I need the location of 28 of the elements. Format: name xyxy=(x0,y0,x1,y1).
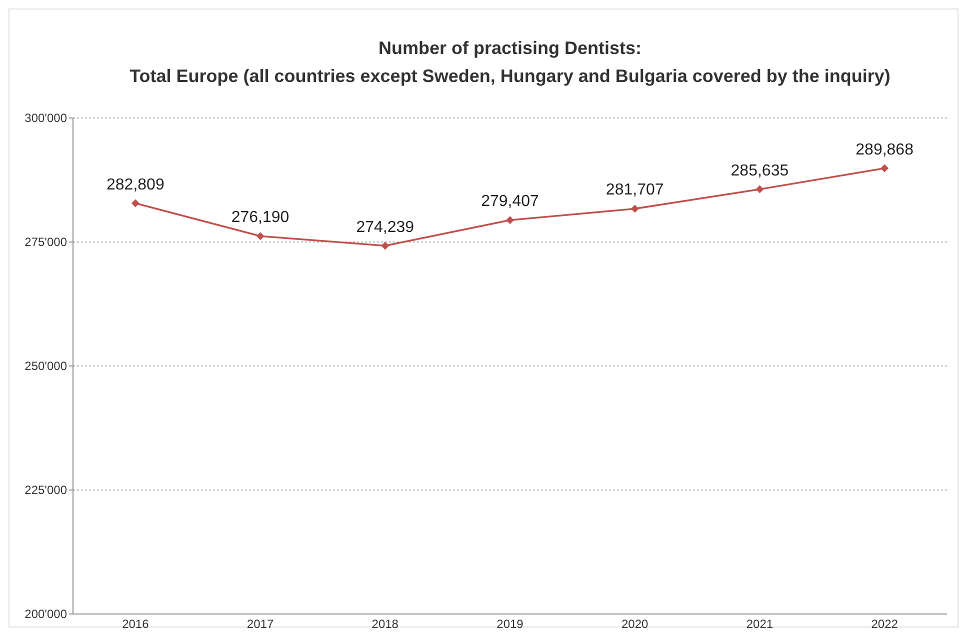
point xyxy=(756,185,764,194)
data-label: 282,809 xyxy=(106,176,164,194)
data-label: 276,190 xyxy=(231,209,290,226)
y-tick-label: 225'000 xyxy=(24,483,68,498)
x-tick-label: 2016 xyxy=(122,617,150,631)
y-tick-label: 250'000 xyxy=(24,359,68,374)
data-label: 274,239 xyxy=(356,218,414,236)
y-tick-label: 300'000 xyxy=(24,111,68,126)
data-label: 285,635 xyxy=(730,162,789,180)
point xyxy=(630,204,639,213)
y-tick-label: 275'000 xyxy=(24,235,68,250)
x-tick-label: 2022 xyxy=(871,617,898,631)
point xyxy=(506,216,514,224)
y-tick-label: 200'000 xyxy=(24,607,68,622)
data-label: 281,707 xyxy=(606,182,664,199)
chart-title: Number of practising Dentists: xyxy=(378,38,642,58)
x-tick-label: 2021 xyxy=(746,617,774,631)
point xyxy=(131,199,140,208)
data-label: 279,407 xyxy=(481,193,540,210)
chart-subtitle: Total Europe (all countries except Sweden, Hungary and Bulgaria covered by the inquiry) xyxy=(130,66,890,86)
data-label: 289,868 xyxy=(856,141,914,158)
x-tick-label: 2019 xyxy=(496,617,524,631)
point xyxy=(880,164,889,172)
point xyxy=(256,232,264,240)
point xyxy=(381,242,390,250)
x-tick-label: 2018 xyxy=(372,617,399,631)
x-tick-label: 2017 xyxy=(246,617,274,631)
x-tick-label: 2020 xyxy=(622,617,649,631)
